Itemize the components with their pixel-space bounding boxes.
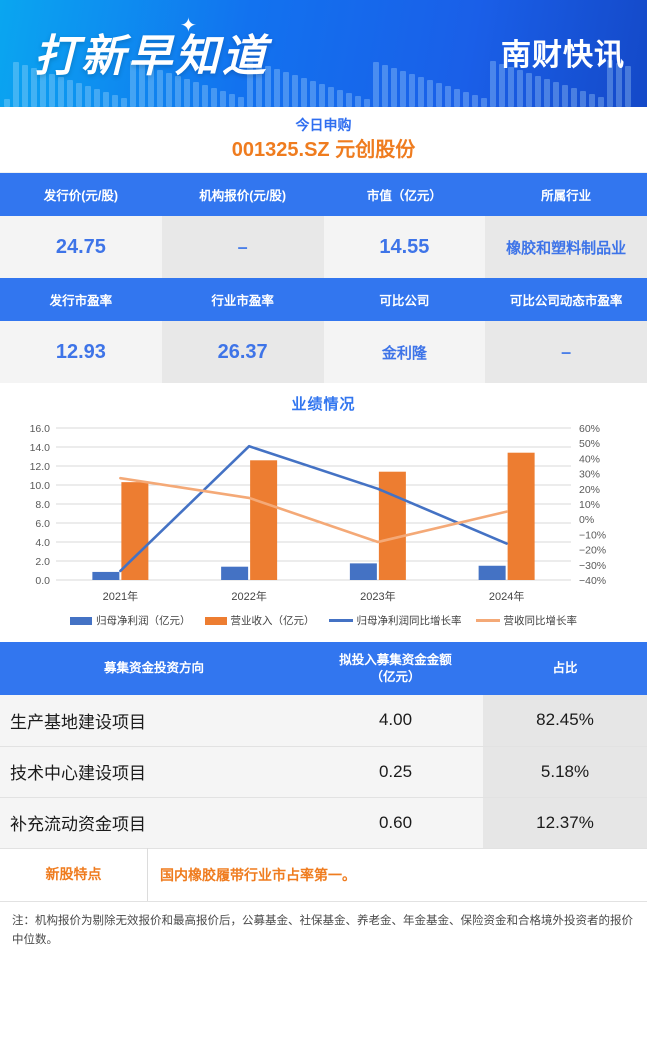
table-row: 12.93 26.37 金利隆 – [0,321,647,383]
stock-code-name: 001325.SZ 元创股份 [231,139,416,161]
value-issue-pe: 12.93 [0,321,162,383]
proceeds-table: 募集资金投资方向 拟投入募集资金金额 （亿元） 占比 生产基地建设项目 4.00… [0,640,647,849]
today-label: 今日申购 [295,117,352,133]
table-header-row: 发行价(元/股) 机构报价(元/股) 市值（亿元） 所属行业 [0,173,647,216]
header-proceeds-amount: 拟投入募集资金金额 （亿元） [308,641,483,695]
proceeds-row-percent: 5.18% [483,746,647,798]
info-table-issue: 发行价(元/股) 机构报价(元/股) 市值（亿元） 所属行业 24.75 – 1… [0,173,647,278]
today-subscription-block: 今日申购 001325.SZ 元创股份 [0,107,647,173]
legend-item-3: 营收同比增长率 [475,613,578,628]
header-proceeds-amount-line1: 拟投入募集资金金额 [339,652,452,667]
footnote: 注：机构报价为剔除无效报价和最高报价后，公募基金、社保基金、养老金、年金基金、保… [0,901,647,962]
value-comparable-company: 金利隆 [323,321,486,383]
svg-text:2024年: 2024年 [489,589,524,603]
brand-logo: 南财快讯 [501,38,625,73]
proceeds-row-percent: 82.45% [483,695,647,747]
header-issue-price: 发行价(元/股) [0,173,162,216]
svg-text:−10%: −10% [579,529,606,541]
chart-title: 业绩情况 [291,396,356,413]
legend-line-swatch [328,619,353,622]
performance-chart: 0.0 2.0 4.0 6.0 8.0 10.0 12.0 14.0 16.0 −40% −30% −… [30,423,607,603]
proceeds-row-name: 补充流动资金项目 [0,797,308,849]
svg-text:50%: 50% [579,438,600,450]
svg-text:2023年: 2023年 [360,589,395,603]
svg-text:16.0: 16.0 [30,423,51,435]
table-row: 生产基地建设项目 4.00 82.45% [0,695,647,747]
legend-label: 营业收入（亿元） [230,615,315,627]
legend-label: 营收同比增长率 [503,615,578,627]
header-issue-pe: 发行市盈率 [0,278,162,321]
legend-item-0: 归母净利润（亿元） [70,613,191,628]
proceeds-row-amount: 0.25 [308,746,483,798]
svg-text:4.0: 4.0 [35,537,50,549]
proceeds-row-name: 技术中心建设项目 [0,746,308,798]
table-row: 补充流动资金项目 0.60 12.37% [0,797,647,849]
new-stock-feature-row: 新股特点 国内橡胶履带行业市占率第一。 [0,848,647,902]
svg-text:10.0: 10.0 [30,480,51,492]
header-banner: ✦ 打新早知道 南财快讯 [0,0,647,107]
svg-text:−30%: −30% [579,560,606,572]
value-issue-price: 24.75 [0,216,162,278]
svg-text:12.0: 12.0 [30,461,51,473]
feature-label: 新股特点 [0,848,148,901]
header-comparable-dynamic-pe: 可比公司动态市盈率 [485,278,647,321]
value-market-cap: 14.55 [323,216,486,278]
svg-text:0%: 0% [579,514,594,526]
performance-chart-section: 业绩情况 0.0 2.0 4.0 6.0 8.0 10.0 12.0 14.0 16.0 −40%… [0,383,647,640]
header-proceeds-amount-line2: （亿元） [370,669,421,684]
svg-text:2021年: 2021年 [103,589,138,603]
svg-text:40%: 40% [579,453,600,465]
svg-text:−20%: −20% [579,545,606,557]
legend-label: 归母净利润（亿元） [96,615,191,627]
header-proceeds-percent: 占比 [483,641,647,695]
svg-text:60%: 60% [579,423,600,435]
proceeds-row-amount: 0.60 [308,797,483,849]
table-header-row: 募集资金投资方向 拟投入募集资金金额 （亿元） 占比 [0,641,647,695]
header-institution-quote: 机构报价(元/股) [161,173,324,216]
svg-text:2.0: 2.0 [35,556,50,568]
value-industry-pe: 26.37 [161,321,324,383]
header-industry: 所属行业 [485,173,647,216]
svg-text:2022年: 2022年 [231,589,266,603]
header-industry-pe: 行业市盈率 [161,278,324,321]
legend-item-2: 归母净利润同比增长率 [328,613,462,628]
proceeds-row-name: 生产基地建设项目 [0,695,308,747]
svg-text:0.0: 0.0 [35,575,50,587]
feature-text: 国内橡胶履带行业市占率第一。 [160,866,356,883]
legend-item-1: 营业收入（亿元） [204,613,315,628]
value-comparable-dynamic-pe: – [485,321,647,383]
legend-bar-swatch [204,616,227,625]
svg-text:8.0: 8.0 [35,499,50,511]
chart-legend: 归母净利润（亿元） 营业收入（亿元） 归母净利润同比增长率 营收同比增长率 [0,610,647,636]
table-row: 技术中心建设项目 0.25 5.18% [0,746,647,798]
proceeds-row-amount: 4.00 [308,695,483,747]
banner-title: 打新早知道 [34,31,269,82]
svg-text:6.0: 6.0 [35,518,50,530]
legend-line-swatch [475,619,500,622]
svg-text:14.0: 14.0 [30,442,51,454]
table-header-row: 发行市盈率 行业市盈率 可比公司 可比公司动态市盈率 [0,278,647,321]
value-institution-quote: – [161,216,324,278]
header-comparable-company: 可比公司 [323,278,486,321]
svg-text:−40%: −40% [579,575,606,587]
svg-text:30%: 30% [579,469,600,481]
svg-text:20%: 20% [579,484,600,496]
proceeds-row-percent: 12.37% [483,797,647,849]
header-proceeds-direction: 募集资金投资方向 [0,641,308,695]
value-industry: 橡胶和塑料制品业 [485,216,647,278]
banner-bar-decoration [0,60,647,107]
table-row: 24.75 – 14.55 橡胶和塑料制品业 [0,216,647,278]
svg-text:10%: 10% [579,499,600,511]
sparkle-icon: ✦ [180,15,197,37]
header-market-cap: 市值（亿元） [323,173,486,216]
legend-bar-swatch [70,616,92,625]
info-table-pe: 发行市盈率 行业市盈率 可比公司 可比公司动态市盈率 12.93 26.37 金… [0,278,647,383]
legend-label: 归母净利润同比增长率 [356,615,462,627]
